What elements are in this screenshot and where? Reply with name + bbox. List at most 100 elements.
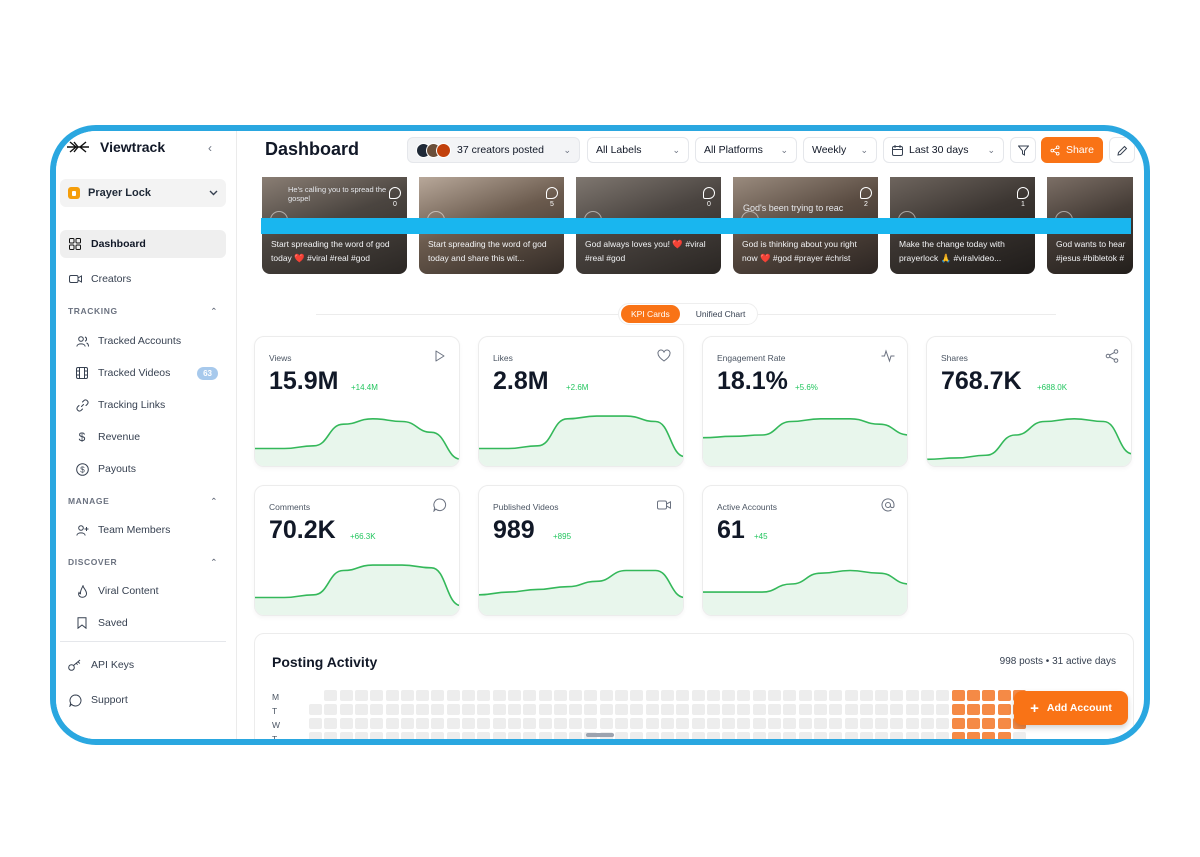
heatmap-cell[interactable]	[798, 732, 812, 739]
heatmap-cell[interactable]	[982, 704, 996, 715]
heatmap-cell[interactable]	[584, 718, 598, 729]
heatmap-cell[interactable]	[997, 704, 1011, 715]
heatmap-cell[interactable]	[400, 704, 414, 715]
sidebar-item-api-keys[interactable]: API Keys	[60, 651, 226, 679]
heatmap-cell[interactable]	[875, 718, 889, 729]
heatmap-cell[interactable]	[354, 704, 368, 715]
heatmap-cell[interactable]	[890, 732, 904, 739]
heatmap-cell[interactable]	[630, 704, 644, 715]
heatmap-cell[interactable]	[890, 690, 904, 701]
heatmap-cell[interactable]	[538, 690, 552, 701]
heatmap-cell[interactable]	[737, 718, 751, 729]
heatmap-cell[interactable]	[722, 704, 736, 715]
heatmap-cell[interactable]	[768, 718, 781, 729]
heatmap-cell[interactable]	[844, 690, 858, 701]
heatmap-cell[interactable]	[431, 690, 445, 701]
heatmap-cell[interactable]	[507, 732, 521, 739]
heatmap-cell[interactable]	[339, 704, 353, 715]
heatmap-cell[interactable]	[813, 732, 827, 739]
heatmap-cell[interactable]	[676, 718, 690, 729]
heatmap-cell[interactable]	[813, 718, 827, 729]
collapse-sidebar-icon[interactable]: ‹	[208, 141, 212, 155]
heatmap-cell[interactable]	[462, 732, 475, 739]
section-manage[interactable]: MANAGE ⌃	[68, 496, 218, 507]
heatmap-cell[interactable]	[737, 690, 751, 701]
heatmap-cell[interactable]	[875, 732, 889, 739]
heatmap-cell[interactable]	[1012, 732, 1026, 739]
heatmap-cell[interactable]	[829, 732, 843, 739]
heatmap-cell[interactable]	[446, 732, 460, 739]
heatmap-cell[interactable]	[676, 704, 690, 715]
scroll-handle[interactable]	[586, 733, 614, 737]
unified-chart-tab[interactable]: Unified Chart	[695, 309, 746, 319]
heatmap-cell[interactable]	[921, 704, 934, 715]
heatmap-cell[interactable]	[370, 732, 384, 739]
heatmap-cell[interactable]	[370, 690, 384, 701]
heatmap-cell[interactable]	[829, 704, 843, 715]
heatmap-cell[interactable]	[676, 732, 690, 739]
heatmap-cell[interactable]	[798, 718, 812, 729]
heatmap-cell[interactable]	[538, 732, 552, 739]
heatmap-cell[interactable]	[660, 704, 674, 715]
heatmap-cell[interactable]	[829, 718, 843, 729]
heatmap-cell[interactable]	[905, 690, 919, 701]
heatmap-cell[interactable]	[813, 704, 827, 715]
heatmap-cell[interactable]	[615, 704, 628, 715]
heatmap-cell[interactable]	[691, 732, 705, 739]
heatmap-cell[interactable]	[354, 732, 368, 739]
heatmap-cell[interactable]	[538, 704, 552, 715]
heatmap-cell[interactable]	[584, 704, 598, 715]
heatmap-cell[interactable]	[462, 718, 475, 729]
heatmap-cell[interactable]	[615, 690, 628, 701]
heatmap-cell[interactable]	[829, 690, 843, 701]
heatmap-cell[interactable]	[966, 690, 980, 701]
heatmap-cell[interactable]	[370, 718, 384, 729]
heatmap-cell[interactable]	[875, 704, 889, 715]
heatmap-cell[interactable]	[737, 704, 751, 715]
heatmap-cell[interactable]	[982, 718, 996, 729]
heatmap-cell[interactable]	[462, 690, 475, 701]
kpi-cards-tab[interactable]: KPI Cards	[621, 305, 680, 323]
heatmap-cell[interactable]	[446, 704, 460, 715]
heatmap-cell[interactable]	[309, 718, 322, 729]
heatmap-cell[interactable]	[309, 732, 322, 739]
heatmap-cell[interactable]	[936, 690, 950, 701]
sidebar-item-tracked-accounts[interactable]: Tracked Accounts	[60, 327, 226, 355]
sidebar-item-creators[interactable]: Creators	[60, 265, 226, 293]
heatmap-cell[interactable]	[385, 732, 399, 739]
heatmap-cell[interactable]	[783, 704, 797, 715]
heatmap-cell[interactable]	[859, 704, 873, 715]
heatmap-cell[interactable]	[400, 690, 414, 701]
heatmap-cell[interactable]	[431, 704, 445, 715]
sidebar-item-support[interactable]: Support	[60, 686, 226, 714]
heatmap-cell[interactable]	[982, 732, 996, 739]
heatmap-cell[interactable]	[553, 732, 567, 739]
heatmap-cell[interactable]	[936, 704, 950, 715]
heatmap-cell[interactable]	[538, 718, 552, 729]
heatmap-cell[interactable]	[370, 704, 384, 715]
heatmap-cell[interactable]	[324, 690, 338, 701]
heatmap-cell[interactable]	[385, 718, 399, 729]
heatmap-cell[interactable]	[523, 704, 537, 715]
heatmap-cell[interactable]	[676, 690, 690, 701]
heatmap-cell[interactable]	[645, 718, 659, 729]
kpi-card-engagement-rate[interactable]: Engagement Rate 18.1% +5.6%	[702, 336, 908, 467]
heatmap-cell[interactable]	[737, 732, 751, 739]
heatmap-cell[interactable]	[722, 732, 736, 739]
heatmap-cell[interactable]	[416, 732, 430, 739]
heatmap-cell[interactable]	[951, 690, 965, 701]
heatmap-cell[interactable]	[752, 718, 766, 729]
section-tracking[interactable]: TRACKING ⌃	[68, 306, 218, 317]
heatmap-cell[interactable]	[768, 704, 781, 715]
sidebar-item-team-members[interactable]: Team Members	[60, 516, 226, 544]
heatmap-cell[interactable]	[492, 704, 506, 715]
workspace-selector[interactable]: Prayer Lock	[60, 179, 226, 207]
heatmap-cell[interactable]	[921, 732, 934, 739]
section-discover[interactable]: DISCOVER ⌃	[68, 557, 218, 568]
heatmap-cell[interactable]	[890, 718, 904, 729]
kpi-card-shares[interactable]: Shares 768.7K +688.0K	[926, 336, 1132, 467]
heatmap-cell[interactable]	[783, 718, 797, 729]
heatmap-cell[interactable]	[553, 718, 567, 729]
date-range-select[interactable]: Last 30 days ⌄	[883, 137, 1004, 163]
heatmap-cell[interactable]	[966, 718, 980, 729]
